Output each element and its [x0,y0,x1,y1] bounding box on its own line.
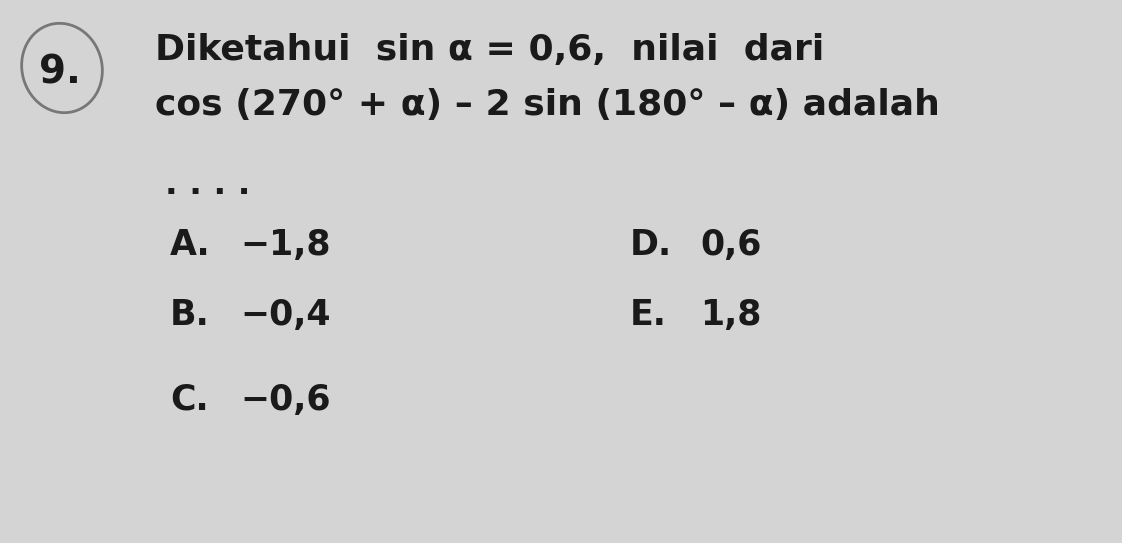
Text: E.: E. [629,298,666,332]
Text: D.: D. [629,228,672,262]
Text: 0,6: 0,6 [700,228,762,262]
Text: −0,6: −0,6 [240,383,331,417]
Text: . . . .: . . . . [165,168,250,201]
Text: B.: B. [171,298,210,332]
Text: 1,8: 1,8 [700,298,762,332]
Text: 9.: 9. [39,53,81,91]
Text: C.: C. [171,383,209,417]
Text: −0,4: −0,4 [240,298,331,332]
Text: −1,8: −1,8 [240,228,331,262]
Text: Diketahui  sin α = 0,6,  nilai  dari: Diketahui sin α = 0,6, nilai dari [155,33,825,67]
Text: cos (270° + α) – 2 sin (180° – α) adalah: cos (270° + α) – 2 sin (180° – α) adalah [155,88,940,122]
Text: A.: A. [171,228,211,262]
